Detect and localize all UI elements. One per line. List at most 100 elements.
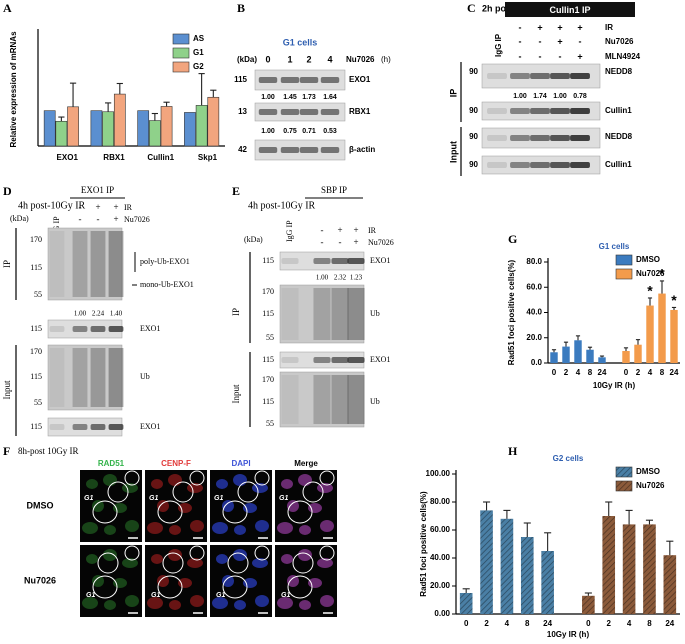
y-axis-label: Relative expression of mRNAs — [9, 31, 18, 148]
blot-band — [510, 135, 530, 141]
x-tick-label: 0 — [586, 619, 591, 628]
cell-outline — [189, 545, 205, 561]
blot-band — [90, 424, 106, 430]
x-tick-label: 24 — [670, 368, 679, 377]
marker-label: 90 — [469, 67, 478, 76]
protein-label: EXO1 — [370, 355, 390, 364]
blot-band — [72, 326, 88, 332]
quant-value: 1.00 — [261, 94, 275, 101]
cell-outline — [287, 575, 313, 599]
cell-label: G1 — [214, 495, 223, 502]
protein-label: EXO1 — [370, 256, 390, 265]
legend-label: G2 — [193, 62, 204, 71]
panel-letter: B — [237, 1, 245, 15]
condition-sign: - — [321, 237, 324, 247]
blot-smear — [313, 375, 331, 424]
x-tick-label: 8 — [525, 619, 530, 628]
nucleus — [277, 597, 293, 609]
error-bar — [544, 532, 552, 551]
bar — [160, 106, 173, 147]
blot-band — [347, 258, 365, 264]
blot-band — [280, 109, 300, 115]
error-bar — [659, 280, 665, 294]
nucleus — [212, 597, 228, 609]
legend-swatch — [172, 33, 190, 45]
legend-label: DMSO — [636, 467, 660, 476]
error-bar — [551, 349, 557, 353]
error-bar — [647, 297, 653, 306]
error-bar — [645, 519, 653, 525]
blot-band — [550, 135, 570, 141]
cell-outline — [92, 575, 118, 599]
protein-label: Ub — [370, 309, 380, 318]
marker-label: 115 — [262, 355, 274, 364]
nucleus — [113, 578, 127, 588]
condition-sign: + — [353, 237, 358, 247]
error-bar — [584, 592, 592, 596]
blot-band — [487, 162, 507, 168]
ip-label: EXO1 IP — [81, 185, 114, 195]
cell-label: G1 — [279, 495, 288, 502]
marker-label: 115 — [262, 256, 274, 265]
cell-outline — [227, 552, 249, 574]
blot-band — [530, 108, 550, 114]
nucleus — [122, 558, 138, 568]
lane-label: 1 — [287, 54, 292, 64]
blot-band — [258, 147, 278, 153]
x-axis-label: 10Gy IR (h) — [547, 630, 590, 639]
nucleus — [298, 474, 312, 486]
error-bar — [575, 335, 581, 341]
quant-value: 1.00 — [513, 93, 527, 100]
cell-outline — [124, 470, 140, 486]
section-label: IP — [448, 89, 458, 98]
nucleus — [216, 479, 228, 489]
blot-band — [299, 109, 319, 115]
nucleus — [86, 554, 98, 564]
quant-value: 1.64 — [323, 94, 337, 101]
ip-label: Cullin1 IP — [549, 5, 590, 15]
marker-label: 170 — [262, 287, 274, 296]
bar — [550, 352, 558, 363]
legend-label: Nu7026 — [636, 269, 665, 278]
y-axis-label: Rad51 foci positive cells(%) — [419, 491, 428, 597]
bar — [207, 96, 220, 147]
nucleus — [320, 595, 334, 607]
cell-outline — [237, 481, 259, 503]
marker-label: 115 — [262, 309, 274, 318]
treatment-label: Nu7026 — [346, 55, 375, 64]
cell-label: G1 — [86, 592, 95, 599]
error-bar — [625, 509, 633, 525]
nucleus — [157, 575, 169, 587]
condition-label: Nu7026 — [24, 575, 56, 585]
protein-label: NEDD8 — [605, 67, 633, 76]
protein-label: Cullin1 — [605, 160, 632, 169]
nucleus — [277, 522, 293, 534]
bar — [43, 110, 56, 147]
condition-sign: - — [559, 51, 562, 61]
marker-label: 115 — [234, 75, 247, 84]
blot-strip — [279, 284, 365, 344]
x-tick-label: 4 — [648, 368, 653, 377]
bar — [663, 555, 677, 614]
y-tick-label: 80.00 — [430, 497, 451, 506]
cell-label: G1 — [149, 495, 158, 502]
bar — [582, 595, 595, 614]
condition-sign: + — [353, 225, 358, 235]
error-bar — [503, 509, 511, 519]
blot-strip — [47, 344, 123, 411]
bar — [459, 593, 473, 614]
nucleus — [113, 503, 127, 513]
error-bar — [671, 306, 677, 310]
nucleus — [234, 525, 246, 535]
panel-letter: G — [508, 232, 517, 246]
condition-sign: - — [539, 51, 542, 61]
y-tick-label: 60.00 — [430, 525, 451, 534]
x-tick-label: 0 — [552, 368, 557, 377]
blot-band — [487, 73, 507, 79]
kda-label: (kDa) — [244, 235, 263, 244]
cell-label: G1 — [281, 592, 290, 599]
quant-value: 1.00 — [74, 310, 87, 318]
nucleus — [168, 474, 182, 486]
condition-label: MLN4924 — [605, 52, 641, 61]
blot-band — [281, 357, 299, 363]
